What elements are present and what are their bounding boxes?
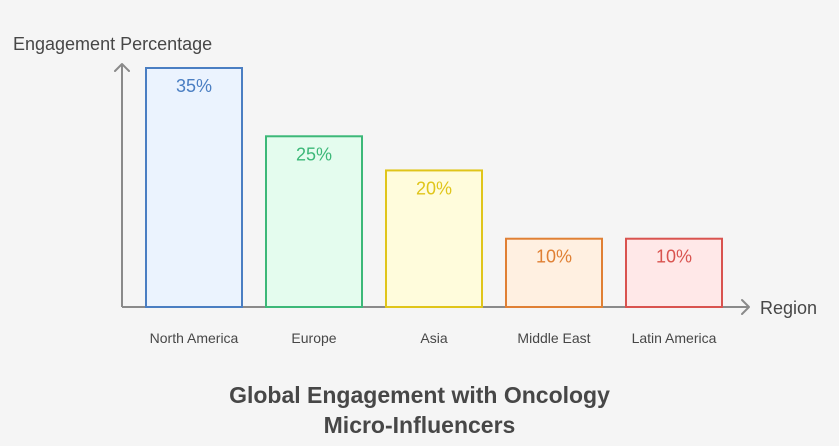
bar-north-america [145, 67, 243, 308]
chart-title: Global Engagement with Oncology Micro-In… [0, 380, 839, 440]
chart-title-line-1: Global Engagement with Oncology [229, 382, 610, 408]
bar-asia [385, 169, 483, 308]
category-label: Europe [291, 330, 336, 346]
x-axis-label: Region [760, 298, 817, 318]
x-axis-arrow [741, 299, 750, 315]
bars: 35% North America 25% Europe 20% Asia 10% Middl… [145, 67, 723, 346]
bar-latin-america [625, 237, 723, 308]
category-label: North America [150, 330, 239, 346]
y-axis-arrow [114, 63, 130, 72]
value-label: 25% [296, 144, 332, 164]
category-label: Middle East [517, 330, 590, 346]
bar-middle-east [505, 237, 603, 308]
category-label: Asia [420, 330, 447, 346]
bar-europe [265, 135, 363, 308]
y-axis-label: Engagement Percentage [13, 34, 212, 54]
category-label: Latin America [632, 330, 717, 346]
value-label: 35% [176, 76, 212, 96]
chart-title-line-2: Micro-Influencers [323, 412, 516, 438]
value-label: 20% [416, 178, 452, 198]
value-label: 10% [536, 247, 572, 267]
value-label: 10% [656, 247, 692, 267]
